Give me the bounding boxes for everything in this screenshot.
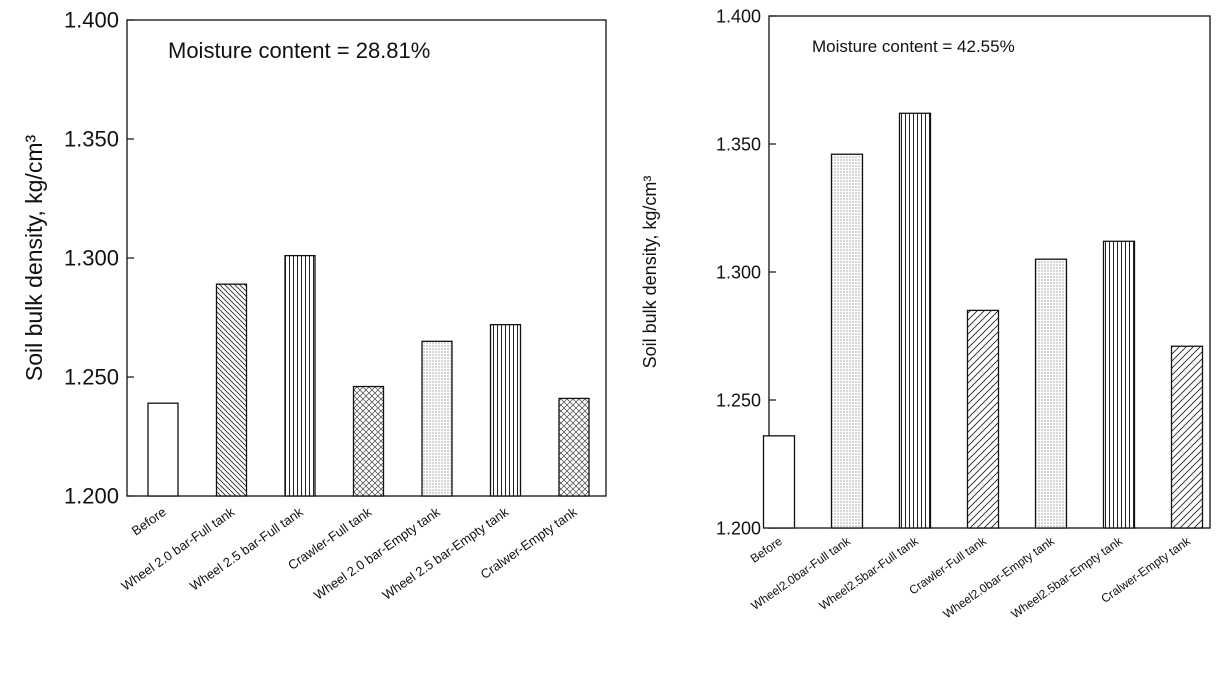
category-label: Wheel2.5bar-Empty tank — [1009, 533, 1126, 621]
y-tick-label: 1.200 — [64, 484, 119, 509]
y-tick-label: 1.300 — [716, 262, 761, 282]
y-tick-label: 1.200 — [716, 518, 761, 538]
chart-panel-1: 1.200 1.250 1.300 1.350 1.400 Soil bulk densi… — [21, 8, 607, 603]
bar-1 — [147, 402, 179, 497]
y-axis-label: Soil bulk density, kg/cm³ — [640, 176, 660, 369]
moisture-annotation: Moisture content = 42.55% — [812, 37, 1015, 56]
bar-7 — [558, 397, 590, 497]
category-label: Wheel 2.5 bar-Empty tank — [380, 504, 512, 603]
y-axis-label: Soil bulk density, kg/cm³ — [21, 135, 47, 382]
bar-6 — [489, 323, 522, 497]
bar-6 — [1102, 240, 1136, 529]
y-tick-label: 1.400 — [64, 8, 119, 33]
category-label: Wheel 2.5 bar-Full tank — [187, 504, 306, 594]
bar-1 — [762, 435, 796, 529]
bar-4 — [352, 385, 385, 497]
bar-2 — [215, 283, 248, 497]
bar-7 — [1170, 345, 1204, 529]
y-tick-label: 1.250 — [64, 365, 119, 390]
bar-5 — [421, 340, 453, 497]
y-tick-label: 1.300 — [64, 246, 119, 271]
category-label: Wheel 2.0 bar-Empty tank — [311, 504, 443, 603]
bar-5 — [1034, 258, 1068, 529]
bar-3 — [898, 112, 932, 529]
y-tick-label: 1.400 — [716, 6, 761, 26]
category-label: Wheel2.0bar-Empty tank — [941, 533, 1058, 621]
category-label: Before — [129, 504, 169, 538]
bar-4 — [966, 309, 1000, 529]
y-tick-label: 1.350 — [716, 134, 761, 154]
y-tick-label: 1.250 — [716, 390, 761, 410]
moisture-annotation: Moisture content = 28.81% — [168, 38, 430, 63]
category-label: Wheel 2.0 bar-Full tank — [119, 504, 238, 594]
chart-panel-2: 1.200 1.250 1.300 1.350 1.400 Soil bulk densi… — [640, 6, 1211, 621]
y-tick-label: 1.350 — [64, 127, 119, 152]
category-label: Before — [748, 534, 785, 566]
bar-2 — [830, 153, 864, 529]
bar-3 — [284, 254, 316, 497]
